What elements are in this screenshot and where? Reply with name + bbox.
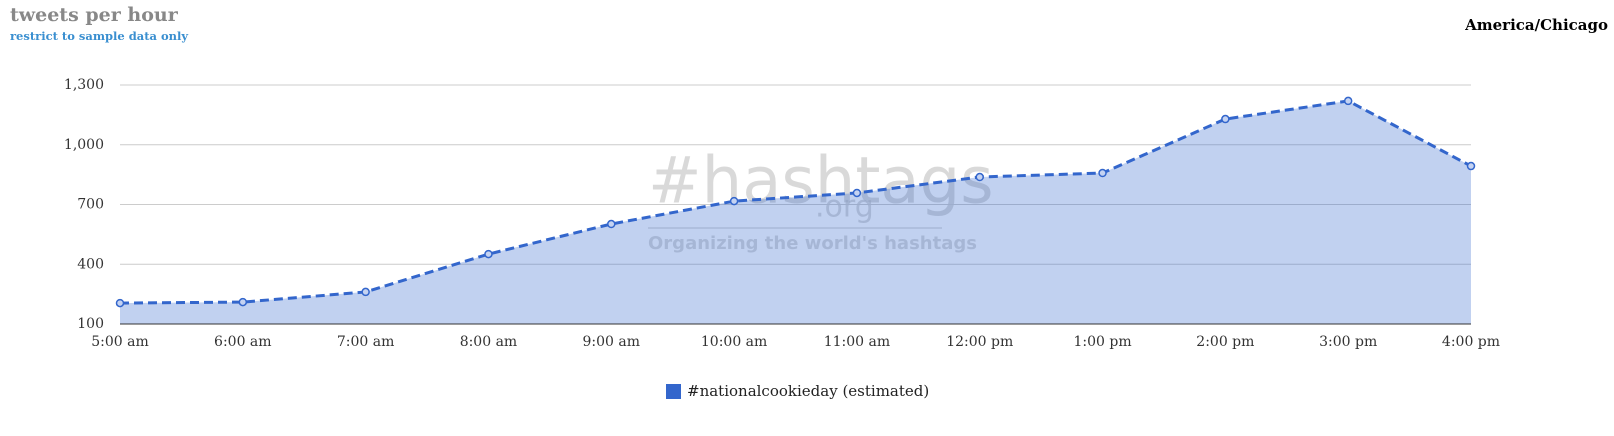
point — [729, 196, 739, 206]
area — [120, 100, 1471, 324]
line — [119, 99, 1472, 305]
x-tick-label: 2:00 pm — [1196, 334, 1254, 350]
point — [1221, 114, 1230, 124]
x-tick-label: 1:00 pm — [1073, 334, 1131, 350]
point — [361, 287, 370, 297]
x-tick-label: 3:00 pm — [1319, 334, 1377, 350]
x-tick-label: 12:00 pm — [946, 334, 1013, 350]
point — [607, 219, 616, 229]
sample-link[interactable]: restrict to sample data only — [10, 29, 189, 43]
point — [238, 297, 248, 307]
point — [1343, 96, 1353, 106]
x-tick-label: 4:00 pm — [1442, 334, 1500, 350]
chart-title: tweets per hour — [10, 4, 178, 26]
point — [1466, 161, 1476, 171]
y-tick-label: 1,300 — [64, 77, 104, 93]
point — [975, 172, 984, 182]
timezone: America/Chicago — [1465, 16, 1608, 34]
point — [852, 188, 862, 198]
point — [1098, 168, 1107, 178]
y-tick-label: 1,000 — [64, 137, 104, 153]
x-tick-label: 10:00 am — [701, 334, 767, 350]
point — [115, 298, 125, 308]
x-tick-label: 9:00 am — [583, 334, 641, 350]
y-tick-label: 100 — [77, 316, 104, 332]
x-tick-label: 6:00 am — [214, 334, 272, 350]
y-tick-label: 700 — [77, 197, 104, 213]
legend-label: #nationalcookieday (estimated) — [687, 382, 929, 400]
watermark-tagline: Organizing the world's hashtags — [648, 233, 977, 254]
legend-swatch — [666, 384, 681, 399]
x-tick-label: 11:00 am — [824, 334, 890, 350]
x-tick-label: 5:00 am — [91, 334, 149, 350]
x-tick-label: 7:00 am — [337, 334, 395, 350]
point — [484, 249, 493, 259]
x-tick-label: 8:00 am — [460, 334, 518, 350]
y-tick-label: 400 — [77, 256, 104, 272]
